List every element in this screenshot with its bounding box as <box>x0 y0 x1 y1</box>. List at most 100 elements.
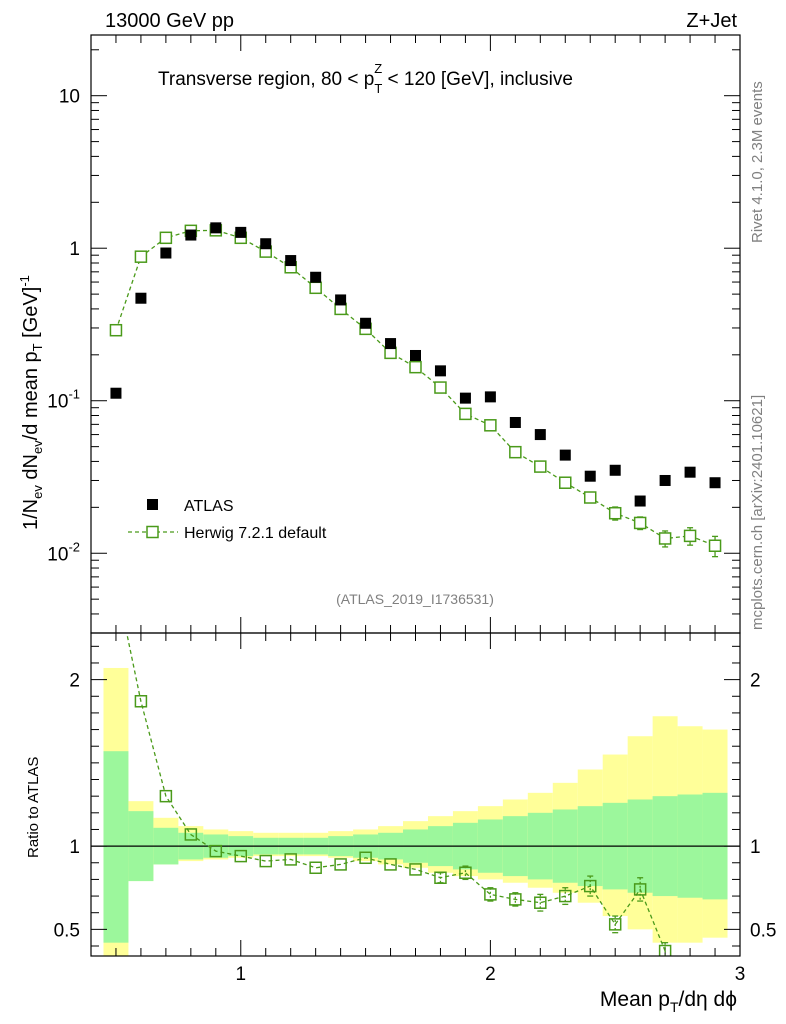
atlas-point <box>410 349 421 361</box>
ratio-herwig-point <box>509 893 522 906</box>
main-y-tick-label: 1 <box>69 239 80 260</box>
mcplots-label: mcplots.cern.ch [arXiv:2401.10621] <box>749 395 766 630</box>
herwig-point <box>633 516 647 530</box>
ratio-panel: 0.5 0.5 1 1 2 2 1 2 3 Ratio to ATLAS Mean pT/dη … <box>25 576 777 1015</box>
ratio-herwig-point <box>259 854 272 868</box>
x-tick-label: 3 <box>735 964 746 985</box>
herwig-point <box>409 360 422 374</box>
atlas-point <box>434 365 446 377</box>
atlas-point <box>584 470 596 482</box>
analysis-id-watermark: (ATLAS_2019_I1736531) <box>336 591 494 607</box>
main-axis-ticks <box>91 35 740 634</box>
energy-label: 13000 GeV pp <box>105 10 234 32</box>
ratio-frame <box>90 632 741 957</box>
ratio-y-tick-label-left: 0.5 <box>54 920 80 941</box>
main-y-axis-label: 1/Nev dNev/d mean pT [GeV]-1 <box>17 275 45 530</box>
atlas-point <box>659 474 671 486</box>
atlas-point <box>484 391 496 403</box>
herwig-point <box>484 419 497 432</box>
main-frame <box>90 34 741 634</box>
atlas-point <box>310 271 322 283</box>
herwig-point <box>109 323 123 337</box>
atlas-point <box>559 449 571 461</box>
x-tick-label: 2 <box>485 964 496 985</box>
atlas-point <box>260 238 272 250</box>
ratio-herwig-point <box>559 889 572 903</box>
atlas-point <box>335 294 347 306</box>
ratio-herwig-point <box>608 918 622 931</box>
atlas-point <box>135 292 147 304</box>
atlas-point <box>709 477 721 489</box>
ratio-herwig-group <box>110 576 672 956</box>
legend-herwig-label: Herwig 7.2.1 default <box>184 525 327 542</box>
atlas-point <box>534 429 546 441</box>
herwig-point <box>583 491 597 504</box>
x-tick-label: 1 <box>235 964 246 985</box>
ratio-herwig-point <box>534 896 547 909</box>
process-label: Z+Jet <box>686 10 737 32</box>
herwig-point <box>434 381 447 394</box>
ratio-herwig-point <box>134 695 148 708</box>
ratio-y-tick-label-right: 2 <box>750 671 761 692</box>
herwig-point <box>159 231 173 245</box>
rivet-version-label: Rivet 4.1.0, 2.3M events <box>749 81 766 243</box>
atlas-point <box>609 464 621 476</box>
ratio-y-tick-label-right: 0.5 <box>750 920 776 941</box>
atlas-point <box>360 317 372 329</box>
main-y-tick-label: 10 <box>59 87 80 108</box>
ratio-herwig-point <box>284 853 297 866</box>
ratio-herwig-point <box>484 888 497 901</box>
herwig-point <box>459 407 472 421</box>
atlas-point <box>235 226 247 238</box>
herwig-point <box>658 532 672 545</box>
main-panel: 10-2 10-1 1 10 Transverse region, 80 < pTZ … <box>17 34 741 634</box>
herwig-point <box>509 445 522 459</box>
ratio-herwig-point <box>633 883 647 896</box>
ratio-uncertainty-bands <box>103 667 728 956</box>
atlas-point <box>684 466 696 478</box>
ratio-series <box>110 576 672 956</box>
herwig-point <box>708 539 722 552</box>
ratio-herwig-point <box>334 858 347 871</box>
ratio-herwig-point <box>583 879 597 893</box>
ratio-herwig-point <box>110 576 121 587</box>
atlas-point <box>459 392 471 404</box>
legend-atlas-label: ATLAS <box>184 498 234 515</box>
main-series <box>109 222 722 558</box>
herwig-point <box>559 476 572 489</box>
main-y-tick-label: 10-2 <box>47 539 80 565</box>
herwig-point <box>683 529 697 543</box>
ratio-y-axis-label: Ratio to ATLAS <box>25 757 42 858</box>
herwig-point <box>309 281 322 295</box>
atlas-point <box>210 222 222 234</box>
herwig-point <box>534 460 547 473</box>
ratio-herwig-point <box>459 866 472 880</box>
herwig-point <box>608 506 622 520</box>
atlas-point <box>110 387 122 399</box>
ratio-y-tick-label-left: 2 <box>69 671 80 692</box>
ratio-herwig-point <box>434 871 447 884</box>
main-y-tick-label: 10-1 <box>47 387 80 413</box>
atlas-point <box>160 247 172 259</box>
atlas-point <box>634 495 646 507</box>
ratio-herwig-point <box>384 858 397 871</box>
ratio-herwig-point <box>409 863 422 876</box>
ratio-herwig-point <box>309 861 322 875</box>
atlas-point <box>385 338 397 350</box>
ratio-herwig-point <box>159 789 173 803</box>
x-axis-label: Mean pT/dη dϕ <box>600 988 737 1015</box>
atlas-point <box>285 255 297 267</box>
ratio-y-tick-label-right: 1 <box>750 837 761 858</box>
atlas-point <box>509 416 521 428</box>
ratio-herwig-point <box>658 944 672 956</box>
atlas-point <box>185 229 197 241</box>
herwig-point <box>134 250 148 263</box>
main-y-tick-labels: 10-2 10-1 1 10 <box>47 87 80 566</box>
plot-title: Transverse region, 80 < pTZ < 120 [GeV],… <box>158 61 573 96</box>
stat-uncertainty-band <box>103 751 129 943</box>
ratio-axis-ticks <box>91 633 740 956</box>
ratio-tick-labels: 0.5 0.5 1 1 2 2 1 2 3 <box>54 671 777 985</box>
legend: ATLAS Herwig 7.2.1 default <box>128 498 327 542</box>
legend-atlas-marker <box>147 499 158 510</box>
